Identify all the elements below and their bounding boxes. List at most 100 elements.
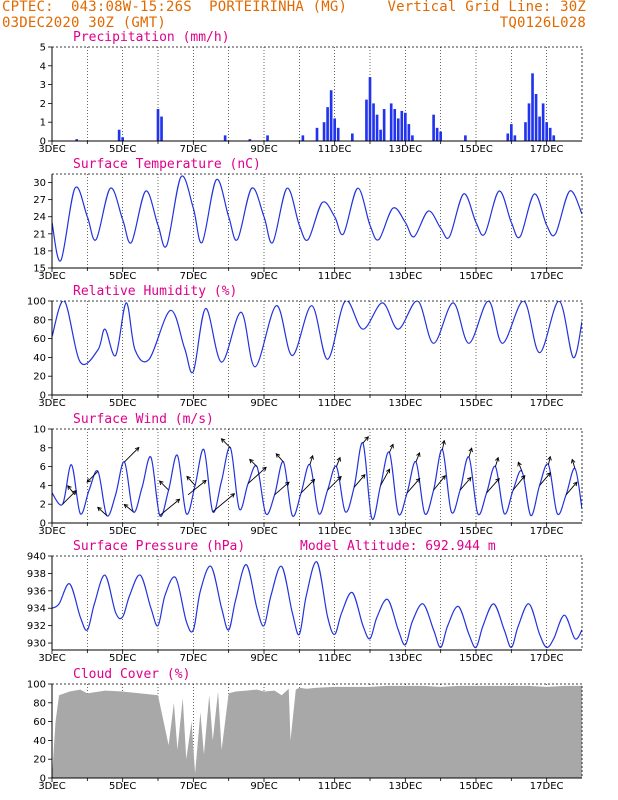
precip-bar — [513, 135, 517, 141]
wind-vector-head — [364, 436, 369, 441]
panel-title: Surface Temperature (nC) — [73, 157, 261, 172]
wind-vector-shaft — [309, 455, 314, 465]
wind-vector-head — [441, 474, 446, 480]
wind-vector-shaft — [249, 459, 258, 467]
precip-bar — [393, 109, 397, 141]
panel-title: Surface Wind (m/s) — [73, 412, 214, 427]
wind-vector-shaft — [124, 447, 140, 463]
y-tick-label: 0 — [40, 391, 46, 402]
wind-vector — [212, 493, 236, 513]
wind-vector — [247, 466, 267, 484]
wind-vector — [159, 498, 181, 516]
x-tick-label: 9DEC — [250, 271, 277, 282]
wind-vector-shaft — [123, 504, 134, 513]
panel-frame — [51, 300, 583, 396]
wind-vector-head — [220, 438, 226, 443]
wind-vector-head — [67, 485, 72, 490]
precip-bar — [389, 103, 393, 141]
x-tick-label: 15DEC — [459, 271, 493, 282]
wind-vector-head — [361, 473, 366, 479]
wind-vector-head — [230, 493, 236, 498]
y-tick-label: 100 — [27, 680, 46, 691]
x-tick-label: 17DEC — [530, 781, 564, 792]
precip-bar — [336, 127, 340, 141]
wind-vector-head — [441, 439, 446, 445]
precip-bar — [396, 118, 400, 141]
wind-vector — [158, 480, 169, 491]
precip-bar — [329, 90, 333, 141]
y-tick-label: 932 — [27, 621, 46, 632]
wind-vector — [327, 475, 342, 491]
y-tick-label: 40 — [33, 736, 46, 747]
wind-vector — [123, 503, 134, 513]
y-tick-label: 8 — [40, 443, 46, 454]
x-tick-label: 13DEC — [388, 781, 422, 792]
x-tick-label: 9DEC — [250, 398, 277, 409]
precip-bar — [382, 109, 386, 141]
panel-title: Relative Humidity (%) — [73, 284, 237, 299]
x-tick-label: 11DEC — [318, 271, 352, 282]
temp-series-line — [52, 175, 582, 262]
run-date: 03DEC2020 30Z (GMT) — [2, 15, 166, 31]
wind-vector-head — [123, 503, 129, 509]
x-tick-label: 15DEC — [459, 526, 493, 537]
wind-vector — [362, 436, 369, 444]
x-tick-label: 3DEC — [38, 144, 65, 155]
wind-vector-shaft — [275, 453, 284, 463]
precip-bar — [301, 135, 305, 141]
cloud-area — [52, 685, 582, 778]
y-tick-label: 6 — [40, 462, 46, 473]
precip-bar — [351, 133, 354, 141]
model-id: TQ0126L028 — [499, 15, 586, 31]
wind-vector-head — [336, 456, 341, 462]
y-tick-label: 940 — [27, 552, 46, 563]
panel-title: Cloud Cover (%) — [73, 667, 190, 682]
wind-vector-head — [546, 472, 552, 477]
wind-vector-head — [175, 498, 181, 504]
panel-title: Surface Pressure (hPa) — [73, 539, 245, 554]
wind-vector-shaft — [406, 478, 421, 494]
wind-vector — [274, 481, 290, 496]
wind-vector-shaft — [327, 476, 342, 491]
wind-vector-head — [262, 466, 267, 472]
y-tick-label: 0 — [40, 519, 46, 530]
y-tick-label: 15 — [33, 264, 46, 275]
precip-bar — [548, 127, 552, 141]
wind-vector-shaft — [362, 436, 369, 444]
y-tick-label: 60 — [33, 334, 46, 345]
x-tick-label: 17DEC — [530, 271, 564, 282]
wind-vector — [415, 452, 421, 463]
x-tick-label: 5DEC — [109, 271, 136, 282]
precip-bar — [411, 135, 414, 141]
precip-bar — [400, 110, 404, 141]
y-tick-label: 1 — [40, 118, 46, 129]
rh-series-line — [52, 301, 582, 374]
y-tick-label: 0 — [40, 774, 46, 785]
precip-bar — [372, 103, 375, 141]
y-tick-label: 5 — [40, 43, 46, 54]
wind-vector-shaft — [67, 485, 76, 496]
wind-vector-head — [468, 447, 473, 453]
wind-vector — [512, 474, 526, 491]
y-tick-label: 20 — [33, 755, 46, 766]
wind-vector-head — [494, 456, 500, 462]
x-tick-label: 13DEC — [388, 271, 422, 282]
x-tick-label: 7DEC — [180, 653, 207, 664]
x-tick-label: 17DEC — [530, 653, 564, 664]
wind-vector-shaft — [547, 456, 551, 465]
x-tick-label: 9DEC — [250, 144, 277, 155]
panel-frame — [51, 46, 583, 142]
x-tick-label: 15DEC — [459, 653, 493, 664]
x-tick-label: 13DEC — [388, 653, 422, 664]
x-tick-label: 7DEC — [180, 144, 207, 155]
x-tick-label: 7DEC — [180, 398, 207, 409]
x-tick-label: 5DEC — [109, 144, 136, 155]
wind-vector-head — [72, 490, 77, 495]
wind-vector-head — [284, 481, 290, 487]
y-tick-label: 60 — [33, 717, 46, 728]
wind-vector-shaft — [517, 462, 523, 472]
precip-bar — [266, 135, 269, 141]
wind-vector — [86, 470, 99, 483]
y-tick-label: 40 — [33, 353, 46, 364]
x-tick-label: 17DEC — [530, 144, 564, 155]
